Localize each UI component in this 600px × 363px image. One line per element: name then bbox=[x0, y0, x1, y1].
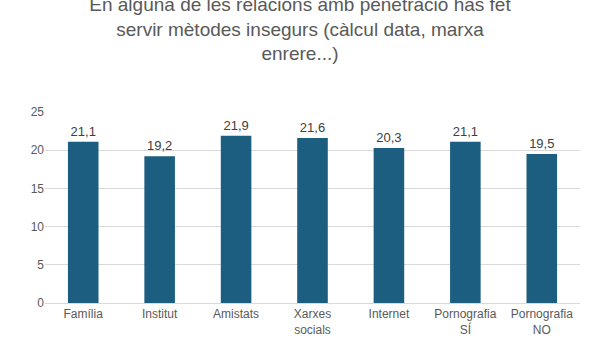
svg-text:19,5: 19,5 bbox=[529, 136, 554, 151]
svg-text:25: 25 bbox=[31, 105, 45, 119]
svg-text:Institut: Institut bbox=[142, 307, 178, 321]
svg-text:PornografiaSÍ: PornografiaSÍ bbox=[434, 307, 496, 337]
svg-text:20: 20 bbox=[31, 143, 45, 157]
svg-text:Amistats: Amistats bbox=[213, 307, 259, 321]
svg-text:20,3: 20,3 bbox=[376, 130, 401, 145]
svg-text:10: 10 bbox=[31, 220, 45, 234]
svg-text:21,1: 21,1 bbox=[71, 124, 96, 139]
svg-text:Internet: Internet bbox=[369, 307, 410, 321]
svg-text:5: 5 bbox=[37, 258, 44, 272]
svg-text:Xarxessocials: Xarxessocials bbox=[294, 307, 331, 337]
svg-text:21,6: 21,6 bbox=[300, 120, 325, 135]
svg-text:PornografiaNO: PornografiaNO bbox=[511, 307, 573, 337]
svg-text:0: 0 bbox=[37, 296, 44, 310]
svg-text:Família: Família bbox=[64, 307, 104, 321]
svg-text:21,1: 21,1 bbox=[453, 124, 478, 139]
svg-text:En alguna de les relacions amb: En alguna de les relacions amb penetraci… bbox=[89, 0, 511, 64]
svg-text:21,9: 21,9 bbox=[223, 118, 248, 133]
svg-text:15: 15 bbox=[31, 182, 45, 196]
svg-text:19,2: 19,2 bbox=[147, 138, 172, 153]
